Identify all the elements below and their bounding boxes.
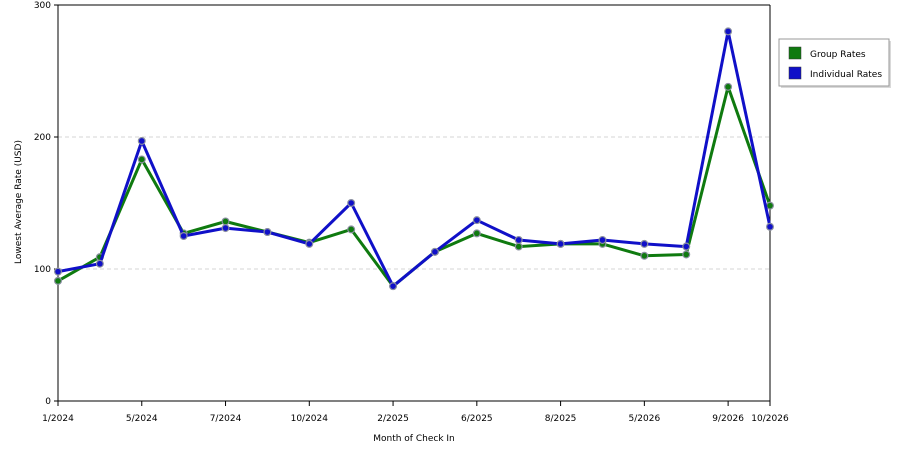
data-point-individual-rates — [765, 222, 774, 231]
x-tick-label: 10/2026 — [751, 414, 789, 424]
data-point-individual-rates — [472, 216, 481, 225]
data-point-individual-rates — [724, 27, 733, 36]
data-point-individual-rates — [221, 224, 230, 233]
data-point-individual-rates — [305, 239, 314, 248]
y-tick-label: 0 — [45, 397, 51, 407]
x-tick-label: 1/2024 — [42, 414, 74, 424]
x-tick-label: 8/2025 — [545, 414, 577, 424]
y-axis-title: Lowest Average Rate (USD) — [14, 140, 24, 264]
legend-label-group-rates: Group Rates — [810, 50, 866, 60]
x-tick-label: 5/2024 — [126, 414, 158, 424]
data-point-individual-rates — [514, 235, 523, 244]
data-point-group-rates — [640, 251, 649, 260]
x-tick-label: 5/2026 — [629, 414, 661, 424]
data-point-group-rates — [765, 201, 774, 210]
data-point-group-rates — [724, 82, 733, 91]
data-point-group-rates — [682, 250, 691, 259]
y-tick-label: 300 — [34, 1, 51, 11]
legend: Group Rates Individual Rates — [778, 38, 891, 88]
data-point-individual-rates — [347, 199, 356, 208]
data-point-group-rates — [472, 229, 481, 238]
legend-swatch-group-rates — [788, 46, 802, 60]
data-point-individual-rates — [137, 136, 146, 145]
axis-layer: 0 100 200 300 1/2024 5/2024 7/2024 10/2024 2/202… — [34, 1, 789, 424]
x-tick-label: 10/2024 — [291, 414, 329, 424]
series-line-group-rates — [56, 85, 772, 288]
data-point-individual-rates — [640, 239, 649, 248]
data-point-group-rates — [221, 217, 230, 226]
data-point-individual-rates — [95, 259, 104, 268]
series-individual-rates — [53, 27, 774, 291]
data-point-group-rates — [53, 276, 62, 285]
data-point-individual-rates — [556, 239, 565, 248]
legend-label-individual-rates: Individual Rates — [810, 70, 882, 80]
series-layer — [53, 27, 774, 291]
y-tick-label: 200 — [34, 133, 51, 143]
data-point-group-rates — [347, 225, 356, 234]
x-tick-label: 7/2024 — [210, 414, 242, 424]
x-tick-label: 2/2025 — [377, 414, 409, 424]
series-line-individual-rates — [56, 29, 772, 288]
data-point-individual-rates — [389, 282, 398, 291]
y-tick-label: 100 — [34, 265, 51, 275]
x-tick-label: 9/2026 — [712, 414, 744, 424]
data-point-individual-rates — [179, 232, 188, 241]
data-point-group-rates — [514, 242, 523, 251]
data-point-individual-rates — [263, 228, 272, 237]
data-point-individual-rates — [53, 267, 62, 276]
data-point-group-rates — [137, 155, 146, 164]
x-axis-title: Month of Check In — [373, 434, 455, 444]
data-point-individual-rates — [430, 247, 439, 256]
data-point-individual-rates — [598, 235, 607, 244]
legend-swatch-individual-rates — [788, 66, 802, 80]
data-point-individual-rates — [682, 242, 691, 251]
x-tick-label: 6/2025 — [461, 414, 493, 424]
